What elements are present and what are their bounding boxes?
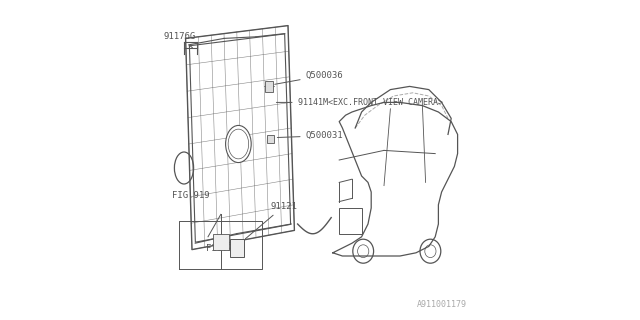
Text: 91121: 91121 [245, 202, 297, 239]
Text: Q500036: Q500036 [275, 71, 343, 84]
Ellipse shape [226, 125, 252, 163]
Text: Q500031: Q500031 [277, 131, 343, 140]
Bar [212, 234, 229, 250]
Text: FIG.919: FIG.919 [172, 191, 210, 200]
Text: A911001179: A911001179 [417, 300, 467, 309]
Ellipse shape [420, 239, 441, 263]
Bar [265, 81, 273, 92]
Bar [230, 239, 244, 257]
Text: FIG.919: FIG.919 [206, 244, 244, 253]
Ellipse shape [353, 239, 374, 263]
Bar [339, 208, 362, 234]
Text: 91176G: 91176G [163, 32, 195, 48]
Text: 91141M<EXC.FRONT VIEW CAMERA>: 91141M<EXC.FRONT VIEW CAMERA> [276, 98, 443, 107]
Bar [268, 135, 274, 143]
